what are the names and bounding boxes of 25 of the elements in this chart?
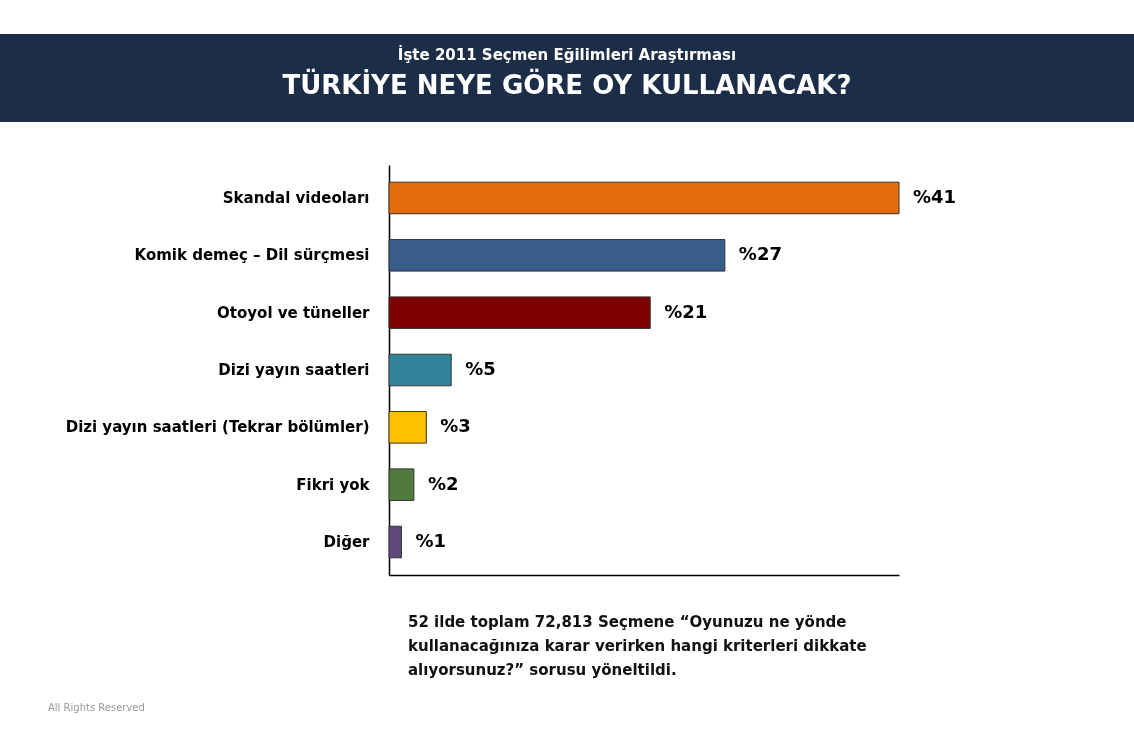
- bar: [388, 181, 900, 215]
- bar: [388, 353, 452, 387]
- bar: [388, 296, 651, 329]
- bar: [388, 468, 415, 501]
- y-tick-label: Otoyol ve tüneller: [217, 303, 371, 322]
- text: 52 ilde toplam 72,813 Seçmene “Oyunuzu ne yönde kullanacağınıza karar verirken hangi kriterleri dikkate alıyorsunuz?” sorusu yöneltildi.: [408, 612, 868, 681]
- bar: [388, 411, 427, 444]
- data-label: %1: [415, 530, 446, 552]
- y-tick-label: Komik demeç – Dil sürçmesi: [134, 246, 370, 265]
- text: All Rights Reserved: [48, 702, 145, 713]
- data-label: %41: [913, 185, 957, 207]
- y-tick-label: Dizi yayın saatleri (Tekrar bölümler): [65, 418, 370, 437]
- bar: [388, 525, 402, 559]
- chart-title: İşte 2011 Seçmen Eğilimleri Araştırması: [396, 46, 738, 64]
- data-label: %3: [440, 415, 471, 437]
- y-tick-label: Diğer: [323, 533, 371, 552]
- chart-subtitle: TÜRKİYE NEYE GÖRE OY KULLANACAK?: [281, 70, 853, 100]
- data-label: %5: [465, 358, 496, 379]
- data-label: %2: [427, 472, 459, 494]
- data-label: %21: [664, 300, 708, 322]
- y-tick-label: Dizi yayın saatleri: [218, 361, 370, 379]
- bar: [388, 239, 726, 272]
- y-tick-label: Fikri yok: [296, 475, 371, 494]
- y-tick-label: Skandal videoları: [222, 188, 370, 207]
- data-label: %27: [738, 243, 782, 265]
